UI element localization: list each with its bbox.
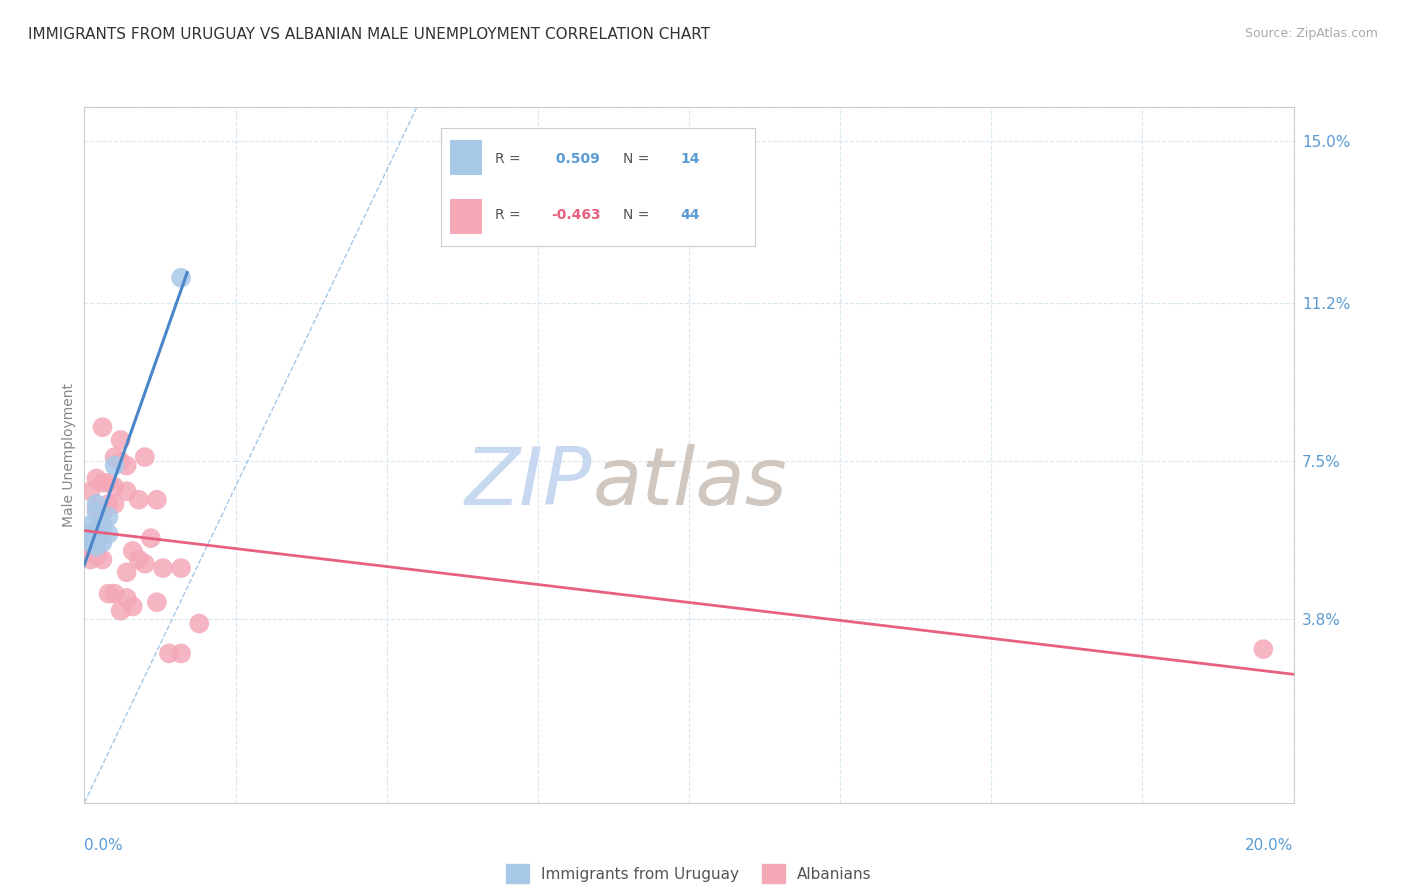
Point bbox=[104, 480, 127, 494]
Point bbox=[115, 458, 138, 473]
Point bbox=[97, 509, 120, 524]
Point bbox=[157, 647, 180, 661]
Point bbox=[146, 492, 169, 507]
Point bbox=[128, 552, 150, 566]
Point bbox=[86, 471, 108, 485]
Point bbox=[91, 552, 114, 566]
Point bbox=[79, 527, 101, 541]
Text: atlas: atlas bbox=[592, 443, 787, 522]
Point bbox=[86, 506, 108, 520]
Point bbox=[91, 518, 114, 533]
Point bbox=[134, 557, 156, 571]
Point bbox=[115, 566, 138, 580]
Point bbox=[170, 270, 193, 285]
Point bbox=[86, 548, 108, 562]
Point bbox=[170, 647, 193, 661]
Point bbox=[170, 561, 193, 575]
Text: ZIP: ZIP bbox=[465, 443, 592, 522]
Point bbox=[86, 497, 108, 511]
Point bbox=[1253, 642, 1275, 657]
Point bbox=[139, 531, 162, 545]
Point bbox=[97, 527, 120, 541]
Point bbox=[91, 535, 114, 549]
Point bbox=[79, 531, 101, 545]
Point bbox=[79, 518, 101, 533]
Point bbox=[146, 595, 169, 609]
Point bbox=[188, 616, 211, 631]
Point bbox=[86, 501, 108, 516]
Point bbox=[86, 527, 108, 541]
Point bbox=[152, 561, 174, 575]
Point bbox=[121, 544, 143, 558]
Point bbox=[97, 587, 120, 601]
Point bbox=[91, 506, 114, 520]
Point bbox=[79, 552, 101, 566]
Point bbox=[86, 540, 108, 554]
Point bbox=[79, 484, 101, 499]
Text: 0.0%: 0.0% bbox=[84, 838, 124, 854]
Text: Source: ZipAtlas.com: Source: ZipAtlas.com bbox=[1244, 27, 1378, 40]
Point bbox=[110, 454, 132, 468]
Point bbox=[110, 604, 132, 618]
Point bbox=[115, 591, 138, 605]
Legend: Immigrants from Uruguay, Albanians: Immigrants from Uruguay, Albanians bbox=[501, 858, 877, 889]
Point bbox=[110, 433, 132, 447]
Point bbox=[104, 450, 127, 464]
Point bbox=[79, 535, 101, 549]
Y-axis label: Male Unemployment: Male Unemployment bbox=[62, 383, 76, 527]
Point bbox=[134, 450, 156, 464]
Point bbox=[79, 531, 101, 545]
Point bbox=[97, 475, 120, 490]
Point bbox=[79, 540, 101, 554]
Point bbox=[79, 535, 101, 549]
Point bbox=[86, 540, 108, 554]
Point bbox=[128, 492, 150, 507]
Point bbox=[104, 458, 127, 473]
Point bbox=[86, 523, 108, 537]
Point bbox=[104, 587, 127, 601]
Point bbox=[79, 544, 101, 558]
Point bbox=[115, 484, 138, 499]
Point bbox=[104, 497, 127, 511]
Point bbox=[97, 497, 120, 511]
Text: 20.0%: 20.0% bbox=[1246, 838, 1294, 854]
Text: IMMIGRANTS FROM URUGUAY VS ALBANIAN MALE UNEMPLOYMENT CORRELATION CHART: IMMIGRANTS FROM URUGUAY VS ALBANIAN MALE… bbox=[28, 27, 710, 42]
Point bbox=[91, 420, 114, 434]
Point bbox=[121, 599, 143, 614]
Point bbox=[91, 475, 114, 490]
